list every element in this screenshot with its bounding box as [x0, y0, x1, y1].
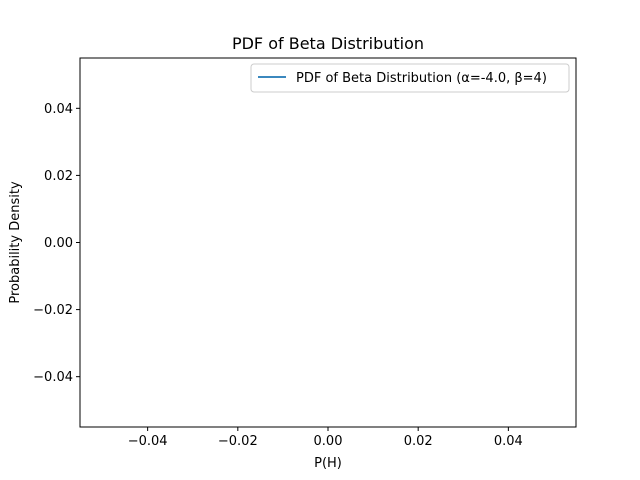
- legend: PDF of Beta Distribution (α=-4.0, β=4): [250, 63, 570, 93]
- y-tick-label: −0.04: [33, 370, 73, 385]
- plot-area: [80, 58, 576, 427]
- plot-background: [80, 58, 576, 427]
- x-tick-label: −0.04: [128, 434, 168, 449]
- x-axis-ticks: −0.04 −0.02 0.00 0.02 0.04: [128, 427, 523, 449]
- x-tick-label: 0.04: [494, 434, 523, 449]
- y-axis-label: Probability Density: [8, 181, 23, 304]
- y-tick-label: 0.00: [44, 236, 73, 251]
- y-tick-label: −0.02: [33, 303, 73, 318]
- y-axis-ticks: −0.04 −0.02 0.00 0.02 0.04: [33, 102, 80, 385]
- y-tick-label: 0.04: [44, 102, 73, 117]
- chart-title: PDF of Beta Distribution: [232, 34, 424, 53]
- legend-series-label: PDF of Beta Distribution (α=-4.0, β=4): [296, 71, 547, 86]
- x-tick-label: 0.02: [404, 434, 433, 449]
- x-axis-label: P(H): [314, 456, 342, 471]
- legend-box: [250, 63, 570, 93]
- x-tick-label: −0.02: [218, 434, 258, 449]
- y-tick-label: 0.02: [44, 169, 73, 184]
- x-tick-label: 0.00: [314, 434, 343, 449]
